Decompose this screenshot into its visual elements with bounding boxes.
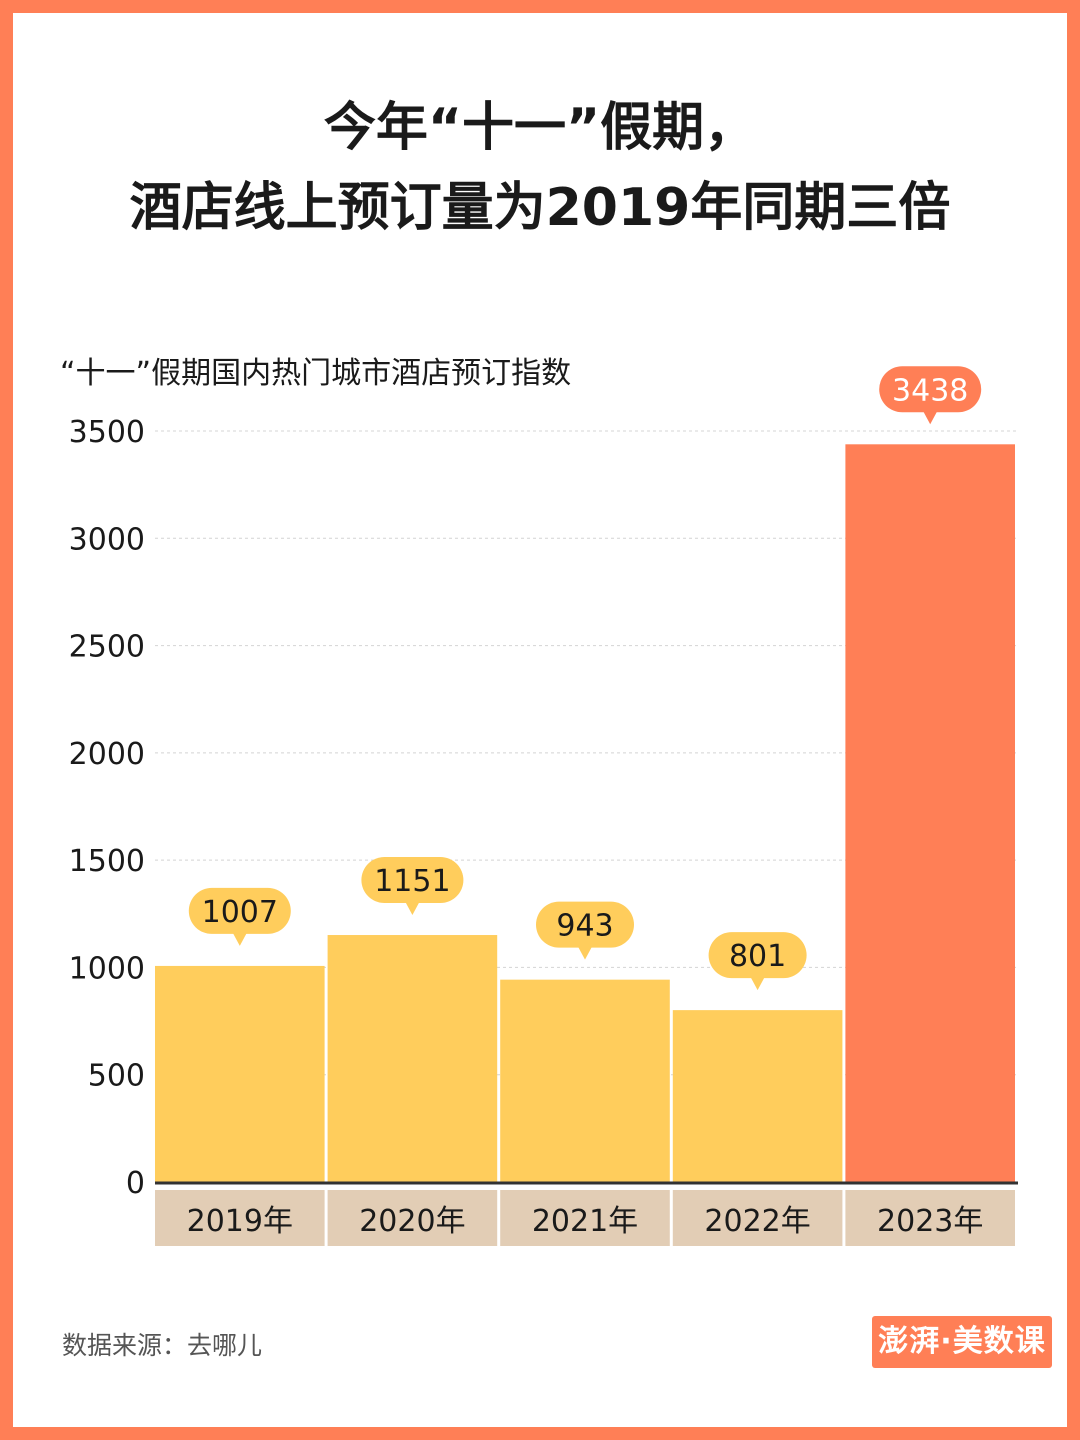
data-label: 1151 — [374, 864, 450, 899]
category-band — [672, 1190, 843, 1246]
data-label-pointer — [578, 946, 592, 960]
data-label-bubble — [536, 901, 634, 948]
publisher-logo: 澎湃·美数课 — [872, 1316, 1052, 1368]
data-label: 1007 — [202, 895, 278, 930]
x-tick-label: 2021年 — [532, 1204, 638, 1239]
page-title: 今年“十一”假期， 酒店线上预订量为2019年同期三倍 — [0, 88, 1080, 248]
bar — [672, 1010, 843, 1182]
bar — [327, 935, 498, 1182]
data-label-bubble — [188, 887, 291, 934]
category-band — [500, 1190, 670, 1246]
data-label-pointer — [405, 902, 420, 916]
y-tick-label: 3000 — [69, 522, 145, 557]
y-tick-label: 500 — [88, 1059, 145, 1094]
data-label: 3438 — [892, 373, 968, 408]
x-tick-label: 2019年 — [187, 1204, 293, 1239]
chart-title: “十一”假期国内热门城市酒店预订指数 — [60, 356, 572, 391]
y-tick-label: 2500 — [69, 630, 145, 665]
x-tick-label: 2023年 — [877, 1204, 983, 1239]
data-label: 801 — [729, 939, 786, 974]
data-label-bubble — [708, 932, 807, 979]
y-tick-label: 3500 — [69, 415, 145, 450]
title-line-2: 酒店线上预订量为2019年同期三倍 — [129, 178, 951, 238]
data-label-pointer — [750, 977, 765, 991]
x-tick-label: 2022年 — [704, 1204, 810, 1239]
x-tick-label: 2020年 — [359, 1204, 465, 1239]
category-band — [327, 1190, 498, 1246]
category-band — [845, 1190, 1015, 1246]
data-label-bubble — [361, 857, 464, 904]
data-label-bubble — [879, 366, 982, 413]
category-band — [155, 1190, 325, 1246]
data-label: 943 — [556, 909, 613, 944]
bar — [845, 444, 1015, 1182]
source-note: 数据来源：去哪儿 — [62, 1331, 263, 1360]
y-tick-label: 0 — [126, 1166, 145, 1201]
y-tick-label: 2000 — [69, 737, 145, 772]
y-tick-label: 1500 — [69, 844, 145, 879]
y-tick-label: 1000 — [69, 951, 145, 986]
data-label-pointer — [923, 411, 938, 425]
data-label-pointer — [232, 932, 247, 946]
bar — [500, 979, 670, 1182]
title-line-1: 今年“十一”假期， — [323, 98, 757, 158]
bar — [155, 965, 325, 1182]
